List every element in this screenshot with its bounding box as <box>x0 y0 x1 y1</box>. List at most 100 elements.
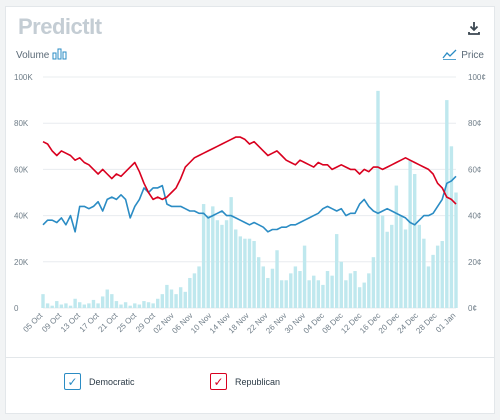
volume-bar <box>367 273 371 308</box>
volume-bar <box>110 294 114 308</box>
volume-bar <box>146 302 151 308</box>
checkbox-democratic[interactable]: ✓ <box>64 373 81 390</box>
volume-bar <box>59 304 64 308</box>
volume-bar <box>380 215 385 308</box>
volume-bar <box>431 254 435 308</box>
volume-bar <box>78 302 82 308</box>
volume-label: Volume <box>16 50 50 61</box>
volume-bar <box>266 277 270 308</box>
volume-bar <box>169 289 174 308</box>
right-axis-label: 100¢ <box>468 73 486 82</box>
volume-bar <box>68 305 73 308</box>
x-tick-label: 28 Dec <box>414 311 438 335</box>
volume-bar <box>82 304 87 308</box>
volume-bar <box>284 280 288 308</box>
x-tick-label: 13 Oct <box>59 311 83 335</box>
left-axis-label: 100K <box>14 73 33 82</box>
volume-bar <box>325 271 330 308</box>
price-volume-chart: 0 20K 40K 60K 80K 100K 0¢ 20¢ 40¢ 60¢ 80¢ 100¢ 05 Oc… <box>14 73 486 335</box>
left-axis-label: 0 <box>14 304 19 313</box>
volume-bar <box>188 277 192 308</box>
volume-bar <box>454 192 458 308</box>
left-axis-label: 80K <box>14 119 29 128</box>
predictit-logo: PredictIt <box>18 14 102 39</box>
toggle-democratic-label: Democratic <box>89 376 135 387</box>
volume-bar <box>252 241 256 308</box>
volume-bar <box>417 224 421 308</box>
x-tick-label: 05 Oct <box>21 311 45 335</box>
volume-bar <box>302 245 307 308</box>
volume-bar <box>197 266 201 308</box>
volume-bar <box>270 268 275 308</box>
divider <box>6 357 494 358</box>
left-axis-label: 60K <box>14 165 29 174</box>
volume-bar <box>275 250 279 308</box>
volume-bar <box>73 298 77 308</box>
volume-bar <box>353 271 357 308</box>
volume-bar <box>229 197 233 308</box>
volume-bar <box>206 215 210 308</box>
left-axis-label: 20K <box>14 258 29 267</box>
volume-bar <box>64 303 68 308</box>
volume-bar <box>348 273 353 308</box>
x-tick-label: 01 Jan <box>434 311 457 334</box>
volume-bar <box>105 289 109 308</box>
volume-bar <box>114 301 119 308</box>
volume-bar <box>440 241 444 308</box>
right-axis-label: 80¢ <box>468 119 481 128</box>
volume-bar <box>123 302 128 308</box>
volume-bar <box>435 245 440 308</box>
price-label: Price <box>461 50 484 61</box>
volume-bar <box>165 284 169 308</box>
volume-bar <box>91 299 96 308</box>
volume-bar <box>234 229 238 308</box>
volume-bar <box>133 303 137 308</box>
volume-bar <box>243 238 247 308</box>
volume-bar <box>137 304 142 308</box>
volume-bar <box>151 303 155 308</box>
volume-bar <box>50 305 54 308</box>
volume-bar <box>41 294 45 308</box>
toggle-republican-label: Republican <box>235 376 281 387</box>
volume-bar <box>55 301 59 308</box>
bar-chart-icon <box>52 48 67 63</box>
volume-bar <box>87 303 91 308</box>
right-axis-label: 60¢ <box>468 165 481 174</box>
toggle-democratic[interactable]: ✓ Democratic <box>64 373 135 390</box>
volume-bar <box>426 266 431 308</box>
x-tick-label: 09 Oct <box>40 311 64 335</box>
volume-bar <box>412 174 417 308</box>
volume-bar <box>261 266 265 308</box>
volume-bar <box>316 280 321 308</box>
volume-bar <box>403 229 408 308</box>
volume-bar <box>215 220 220 308</box>
volume-bar <box>183 291 187 308</box>
volume-legend[interactable]: Volume <box>16 48 67 63</box>
volume-bar <box>192 273 197 308</box>
volume-bar <box>279 280 284 308</box>
toggle-republican[interactable]: ✓ Republican <box>210 373 280 390</box>
price-legend[interactable]: Price <box>442 48 484 63</box>
volume-bar <box>224 220 229 308</box>
volume-bar <box>178 287 183 308</box>
right-axis-label: 40¢ <box>468 212 481 221</box>
volume-bar <box>220 224 224 308</box>
volume-bar <box>96 303 100 308</box>
line-chart-icon <box>442 48 457 63</box>
volume-bar <box>293 266 298 308</box>
right-axis-label: 20¢ <box>468 258 481 267</box>
volume-bar <box>142 301 146 308</box>
x-tick-label: 21 Oct <box>96 311 120 335</box>
volume-bar <box>45 303 50 308</box>
volume-bar <box>330 275 334 308</box>
volume-bar <box>201 204 206 308</box>
volume-bar <box>312 275 316 308</box>
checkbox-republican[interactable]: ✓ <box>210 373 227 390</box>
volume-bar <box>445 100 449 308</box>
volume-bar <box>399 215 403 308</box>
volume-bar <box>362 282 366 308</box>
right-axis-label: 0¢ <box>468 304 477 313</box>
download-icon[interactable] <box>468 21 480 35</box>
democratic-price-line <box>42 175 457 233</box>
volume-bar <box>174 294 178 308</box>
